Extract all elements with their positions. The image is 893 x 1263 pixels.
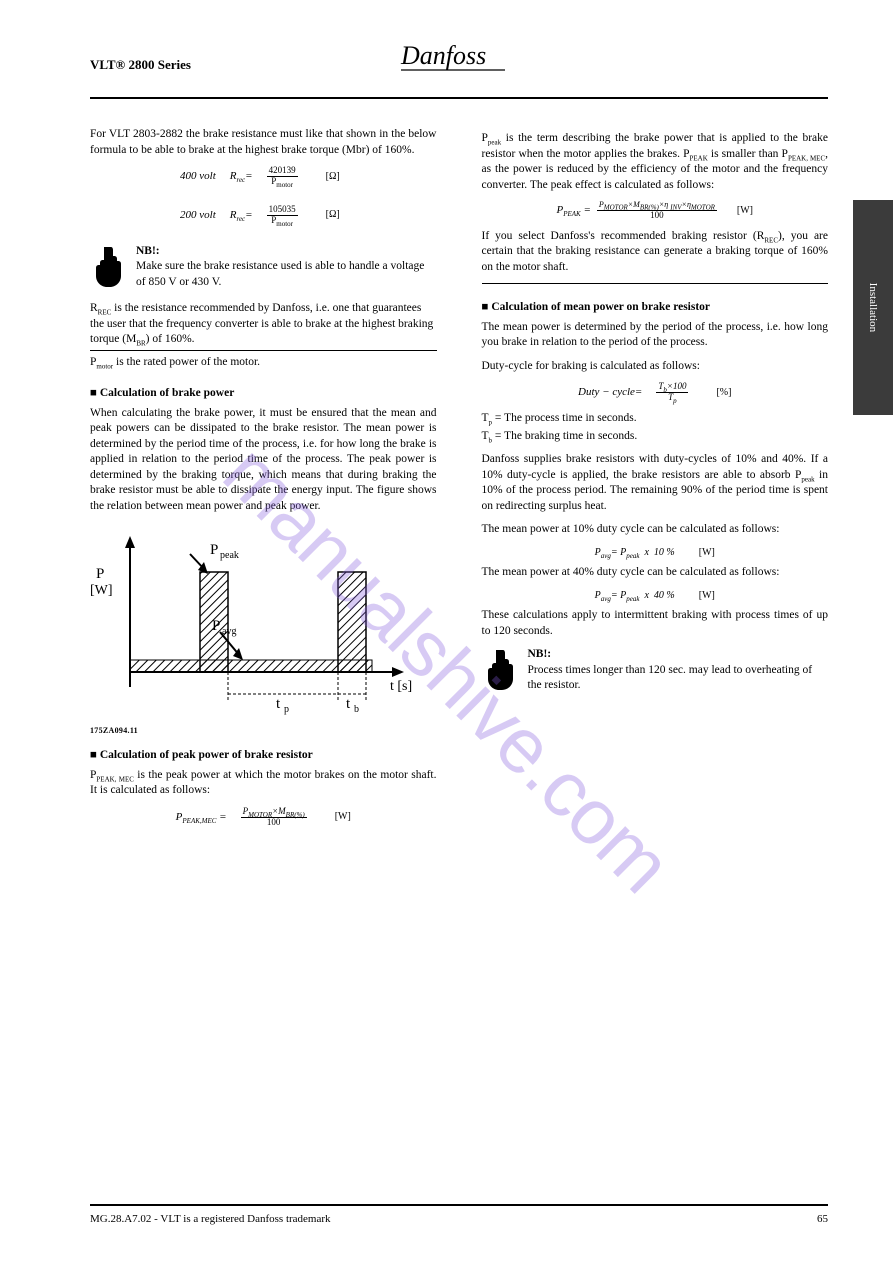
formula-200v: 200 volt Rrec= 105035 Pmotor [Ω] [90,205,437,226]
mean-p7: These calculations apply to intermittent… [482,608,829,639]
header-title: VLT® 2800 Series [90,56,191,74]
side-tab: Installation [853,200,893,415]
f200-unit: [Ω] [326,208,340,222]
right-column: Ppeak is the term describing the brake p… [482,127,829,846]
f400-unit: [Ω] [326,170,340,184]
mean-p5: The mean power at 10% duty cycle can be … [482,522,829,538]
nb-text-left: NB!: Make sure the brake resistance used… [136,244,437,294]
formula-duty: Duty − cycle= Tb×100 Tp [%] [482,382,829,403]
formula-400v: 400 volt Rrec= 420139 Pmotor [Ω] [90,166,437,187]
formula-avg40: Pavg= Ppeak x 40 % [W] [482,589,829,603]
brake-figure: P peak P avg P [W] t [s] [90,522,437,732]
svg-text:t: t [346,696,351,712]
formula-peak-mec-lhs: PPEAK,MEC = [176,810,227,825]
hand-icon [482,647,518,697]
side-tab-label: Installation [866,283,881,333]
formula-peak-mec-frac: PMOTOR×MBR(%) 100 [241,807,307,828]
formula-200v-frac: 105035 Pmotor [267,205,298,226]
brake-figure-svg: P peak P avg P [W] t [s] [90,522,430,722]
f400-den: Pmotor [269,177,295,187]
nb-block-right: NB!: Process times longer than 120 sec. … [482,647,829,697]
mean-p2: Duty-cycle for braking is calculated as … [482,359,829,375]
underline-sentence: RREC is the resistance recommended by Da… [90,301,437,351]
f400-lhs-sub: rec [236,176,245,184]
formula-duty-lhs: Duty − cycle= [578,385,642,400]
svg-text:[W]: [W] [90,583,113,598]
hand-icon [90,244,126,294]
formula-duty-frac: Tb×100 Tp [656,382,688,403]
avg40-expr: Pavg= Ppeak x 40 % [595,589,675,603]
svg-text:b: b [354,704,359,715]
peak-heading: ■ Calculation of peak power of brake res… [90,748,437,764]
rrec-line: RREC is the resistance recommended by Da… [90,302,433,345]
f200-lhs-sub: rec [236,215,245,223]
page-header: VLT® 2800 Series Danfoss [90,30,828,85]
svg-text:t: t [276,696,281,712]
footer-row: MG.28.A7.02 - VLT is a registered Danfos… [90,1212,828,1227]
footer-left: MG.28.A7.02 - VLT is a registered Danfos… [90,1212,331,1227]
left-p1: For VLT 2803-2882 the brake resistance m… [90,127,437,158]
left-column: For VLT 2803-2882 the brake resistance m… [90,127,437,846]
formula-ppeak: PPEAK = PMOTOR×MBR(%)×η INV×ηMOTOR 100 [… [482,201,829,221]
logo: Danfoss [399,40,519,82]
header-rule [90,97,828,99]
svg-text:peak: peak [220,550,239,561]
columns: For VLT 2803-2882 the brake resistance m… [90,127,828,846]
right-p1: Ppeak is the term describing the brake p… [482,131,829,193]
svg-text:p: p [284,704,289,715]
footer: MG.28.A7.02 - VLT is a registered Danfos… [90,1204,828,1227]
formula-peak-mec: PPEAK,MEC = PMOTOR×MBR(%) 100 [W] [90,807,437,828]
fd-den: Tp [666,393,679,403]
calc-heading: ■ Calculation of brake power [90,386,437,402]
mean-p3b: Tb = The braking time in seconds. [482,429,829,445]
fpp-den: 100 [648,211,666,221]
fd-unit: [%] [716,386,731,400]
mean-p4: Danfoss supplies brake resistors with du… [482,452,829,514]
formula-ppeak-frac: PMOTOR×MBR(%)×η INV×ηMOTOR 100 [597,201,717,221]
right-rule-1 [482,283,829,284]
mean-heading: ■ Calculation of mean power on brake res… [482,300,829,316]
formula-ppeak-lhs: PPEAK = [556,203,590,218]
nb-heading-left: NB!: [136,244,437,260]
svg-text:avg: avg [222,626,236,637]
mean-p1: The mean power is determined by the peri… [482,320,829,351]
fpm-den: 100 [265,818,283,828]
calc-p1: When calculating the brake power, it mus… [90,406,437,515]
formula-avg10: Pavg= Ppeak x 10 % [W] [482,546,829,560]
fpm-unit: [W] [335,810,351,824]
formula-400v-frac: 420139 Pmotor [267,166,298,187]
peak-para: PPEAK, MEC is the peak power at which th… [90,768,437,799]
footer-right: 65 [817,1212,828,1227]
formula-200v-lhs: Rrec= [230,208,253,223]
page: Installation VLT® 2800 Series Danfoss Fo… [0,0,893,1263]
svg-text:t [s]: t [s] [390,679,412,694]
f200-den: Pmotor [269,216,295,226]
nb-text-right: NB!: Process times longer than 120 sec. … [528,647,829,697]
svg-text:P: P [96,566,104,582]
avg40-unit: [W] [699,589,715,603]
avg10-unit: [W] [699,546,715,560]
svg-text:P: P [212,618,220,634]
svg-text:Danfoss: Danfoss [400,41,486,70]
fpp-unit: [W] [737,204,753,218]
nb-body-left: Make sure the brake resistance used is a… [136,260,424,288]
pmotor-line: Pmotor is the rated power of the motor. [90,355,437,371]
right-p2: If you select Danfoss's recommended brak… [482,229,829,276]
mean-p3a: Tp = The process time in seconds. [482,411,829,427]
svg-text:P: P [210,542,218,558]
formula-400v-label: 400 volt [180,169,216,184]
nb-body-right: Process times longer than 120 sec. may l… [528,664,813,692]
nb-heading-right: NB!: [528,647,829,663]
formula-200v-label: 200 volt [180,208,216,223]
figure-number: 175ZA094.11 [90,726,138,737]
formula-400v-lhs: Rrec= [230,169,253,184]
danfoss-logo-svg: Danfoss [399,40,519,76]
mean-p6: The mean power at 40% duty cycle can be … [482,565,829,581]
footer-rule [90,1204,828,1206]
avg10-expr: Pavg= Ppeak x 10 % [595,546,675,560]
nb-block-left: NB!: Make sure the brake resistance used… [90,244,437,294]
